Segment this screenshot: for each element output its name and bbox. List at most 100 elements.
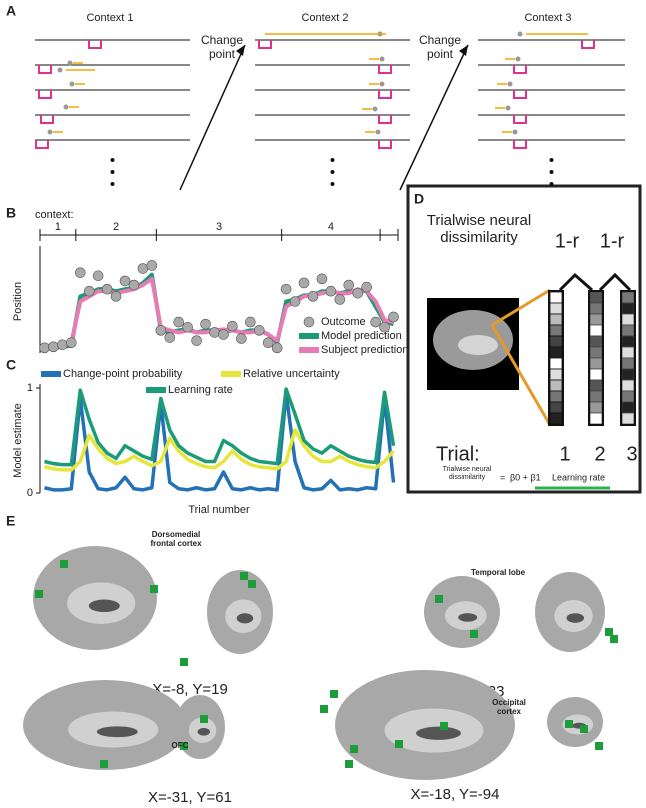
- outcome-dot: [67, 60, 73, 66]
- outcome-point: [110, 291, 122, 302]
- legend-label: Relative uncertainty: [243, 368, 340, 380]
- outcome-dot: [69, 81, 75, 87]
- activation-blob: [150, 585, 158, 593]
- voxel-column: [588, 290, 604, 426]
- bucket: [378, 115, 392, 124]
- voxel-cell: [621, 291, 635, 304]
- outcome-point: [262, 337, 274, 349]
- legend-label: Subject prediction: [321, 344, 408, 356]
- y-axis-label: Position: [12, 282, 24, 321]
- outcome-dot: [512, 129, 518, 135]
- bucket: [513, 140, 527, 149]
- outcome-point: [227, 320, 238, 332]
- activation-blob: [180, 742, 188, 750]
- voxel-cell: [549, 357, 563, 370]
- outcome-point: [271, 342, 283, 354]
- brain-core: [458, 613, 478, 622]
- ellipsis-dot: [330, 170, 335, 174]
- context-label: 2: [113, 221, 119, 233]
- context-title: Context 2: [301, 12, 348, 24]
- outcome-point: [209, 327, 220, 338]
- voxel-cell: [549, 401, 563, 414]
- trial-number: 3: [626, 443, 637, 465]
- slice-coordinates: X=-8, Y=19: [152, 681, 228, 698]
- dissimilarity-label: 1-r: [600, 230, 625, 252]
- voxel-cell: [621, 401, 635, 414]
- outcome-point: [182, 321, 193, 333]
- brain-core: [197, 727, 210, 736]
- bucket: [378, 90, 392, 99]
- voxel-cell: [621, 390, 635, 403]
- outcome-dot: [63, 104, 69, 110]
- ellipsis-dot: [110, 182, 115, 186]
- voxel-cell: [589, 313, 603, 326]
- arrow-head: [459, 45, 468, 56]
- legend-label: Change-point probability: [63, 368, 183, 380]
- outcome-dot: [372, 106, 378, 112]
- bucket: [513, 90, 527, 99]
- brain-core: [88, 599, 120, 613]
- ellipsis-dot: [110, 158, 115, 162]
- ellipsis-dot: [110, 170, 115, 174]
- brain-core: [236, 613, 254, 624]
- outcome-point: [325, 285, 337, 297]
- change-arrow: [399, 44, 469, 191]
- voxel-cell: [549, 379, 563, 392]
- voxel-cell: [621, 324, 635, 337]
- outcome-dot: [379, 56, 385, 62]
- trial-number: 1: [559, 443, 570, 465]
- voxel-cell: [549, 368, 563, 381]
- voxel-cell: [549, 412, 563, 425]
- bucket: [581, 40, 595, 49]
- outcome-point: [316, 273, 328, 285]
- voxel-cell: [589, 324, 603, 337]
- bucket: [513, 115, 527, 124]
- activation-blob: [345, 760, 353, 768]
- outcome-point: [57, 339, 68, 351]
- panel-letter: B: [6, 205, 16, 221]
- voxel-cell: [549, 335, 563, 348]
- activation-blob: [200, 715, 208, 723]
- outcome-point: [388, 311, 399, 323]
- voxel-cell: [549, 313, 563, 326]
- outcome-point: [173, 316, 185, 328]
- arrow-head: [236, 45, 245, 56]
- outcome-point: [236, 333, 247, 344]
- x-axis-label: Trial number: [188, 504, 250, 516]
- context-axis-label: context:: [35, 209, 74, 221]
- outcome-point: [155, 325, 167, 336]
- equation-equals: =: [500, 472, 505, 482]
- bucket: [35, 140, 49, 149]
- voxel-cell: [589, 357, 603, 370]
- legend-swatch: [221, 371, 241, 377]
- trial-number: 2: [594, 443, 605, 465]
- voxel-cell: [621, 357, 635, 370]
- region-label: Occipital cortex: [492, 698, 526, 717]
- voxel-cell: [621, 302, 635, 315]
- pointer: [491, 288, 551, 327]
- outcome-point: [137, 263, 149, 274]
- legend-swatch: [41, 371, 61, 377]
- ellipsis-dot: [549, 158, 554, 162]
- slice-coordinates: X=-18, Y=-94: [411, 786, 500, 803]
- outcome-point: [352, 287, 364, 299]
- series-line: [44, 428, 395, 472]
- context-title: Context 1: [86, 12, 133, 24]
- activation-blob: [395, 740, 403, 748]
- voxel-cell: [621, 379, 635, 392]
- ellipsis-dot: [330, 182, 335, 186]
- context-label: 4: [328, 221, 334, 233]
- panel-letter: E: [6, 513, 15, 529]
- bucket: [258, 40, 272, 49]
- voxel-cell: [589, 335, 603, 348]
- outcome-point: [361, 281, 372, 293]
- bucket: [378, 65, 392, 74]
- legend-label: Outcome: [321, 316, 366, 328]
- outcome-point: [74, 267, 86, 278]
- voxel-cell: [589, 412, 603, 425]
- legend-swatch: [299, 333, 319, 339]
- equation-terms: β0 + β1: [510, 472, 541, 482]
- bucket: [38, 90, 52, 99]
- voxel-cell: [549, 291, 563, 304]
- outcome-point: [128, 279, 140, 291]
